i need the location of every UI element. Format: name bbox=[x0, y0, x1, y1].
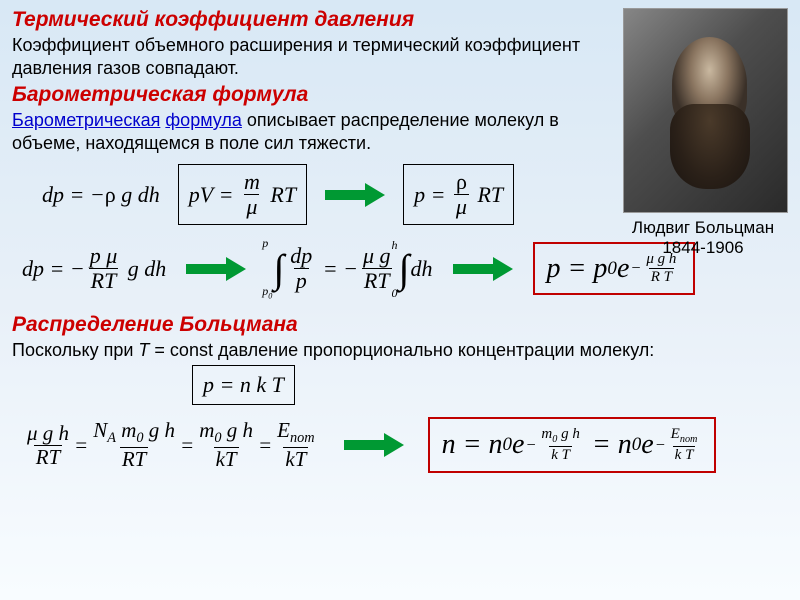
formula-dp-rho: dp = −ρ g dh bbox=[42, 182, 160, 208]
formula-pnkt-box: p = n k T bbox=[192, 365, 295, 405]
text-thermal: Коэффициент объемного расширения и терми… bbox=[12, 34, 602, 79]
formula-row-3: μ g hRT = NA m0 g hRT = m0 g hkT = Eпотk… bbox=[22, 417, 788, 473]
text-barometric-underline2: формула bbox=[165, 110, 242, 130]
formula-chain: μ g hRT = NA m0 g hRT = m0 g hkT = Eпотk… bbox=[22, 420, 320, 469]
text-boltzmann-T: T bbox=[138, 340, 149, 360]
text-boltzmann: Поскольку при T = const давление пропорц… bbox=[12, 339, 772, 362]
formula-p-rho-box: p = ρμ RT bbox=[403, 164, 514, 225]
formula-pv-box: pV = mμ RT bbox=[178, 164, 307, 225]
caption-name: Людвиг Больцман bbox=[628, 218, 778, 238]
arrow-icon bbox=[453, 257, 513, 281]
portrait-caption: Людвиг Больцман 1844-1906 bbox=[628, 218, 778, 259]
text-barometric: Барометрическая формула описывает распре… bbox=[12, 109, 602, 154]
caption-years: 1844-1906 bbox=[628, 238, 778, 258]
formula-integral: pp0∫dpp = −μ gRT h0∫dh bbox=[266, 237, 432, 301]
formula-boltzmann-result: n = n0e−m0 g hk T = n0e−Eпотk T bbox=[428, 417, 717, 473]
arrow-icon bbox=[344, 433, 404, 457]
text-boltzmann-rest: = const давление пропорционально концент… bbox=[149, 340, 654, 360]
portrait-photo bbox=[623, 8, 788, 213]
formula-dp-pmu: dp = −p μRT g dh bbox=[22, 245, 166, 292]
arrow-icon bbox=[325, 183, 385, 207]
text-boltzmann-p1: Поскольку при bbox=[12, 340, 138, 360]
formula-pnkt-wrap: p = n k T bbox=[192, 365, 788, 405]
text-barometric-underline1: Барометрическая bbox=[12, 110, 160, 130]
heading-boltzmann: Распределение Больцмана bbox=[12, 313, 788, 337]
arrow-icon bbox=[186, 257, 246, 281]
